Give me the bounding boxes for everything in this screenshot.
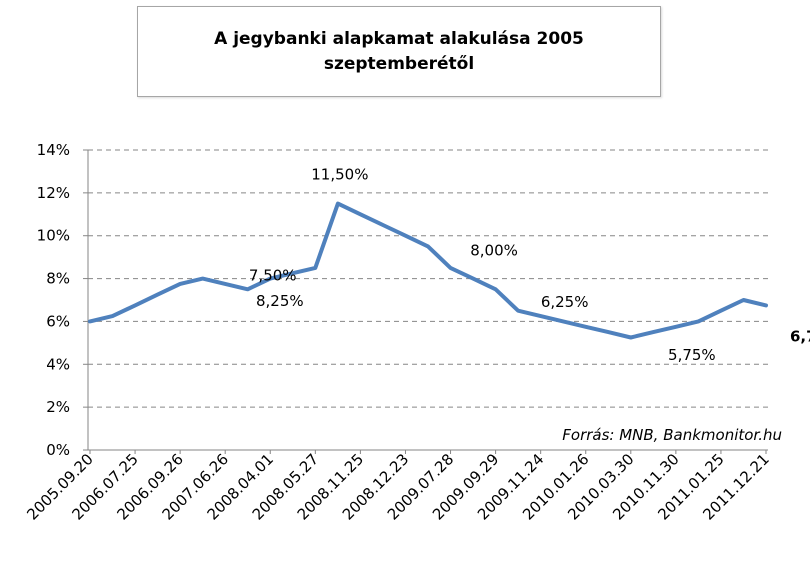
chart-title-box: A jegybanki alapkamat alakulása 2005 sze… (137, 6, 661, 97)
data-labels: 11,50% 7,50% 8,25% 8,00% 6,25% 5,75% 6,75% (249, 166, 810, 364)
y-tick-label: 14% (37, 141, 70, 159)
y-tick-label: 8% (46, 270, 70, 288)
grid-lines (88, 149, 768, 408)
y-tick-label: 6% (46, 312, 70, 330)
y-tick-label: 0% (46, 441, 70, 459)
series-line-path (88, 201, 768, 340)
source-note: Forrás: MNB, Bankmonitor.hu (562, 426, 782, 444)
y-tick-label: 2% (46, 398, 70, 416)
data-label: 8,25% (256, 292, 304, 310)
chart-title-line-1: A jegybanki alapkamat alakulása 2005 (214, 28, 584, 49)
data-label: 6,75% (790, 327, 810, 345)
y-tick-label: 12% (37, 184, 70, 202)
data-label: 7,50% (249, 266, 297, 284)
data-label: 8,00% (470, 242, 518, 260)
data-label: 11,50% (311, 166, 368, 184)
series-line (88, 201, 768, 340)
y-axis-tick-labels: 0% 2% 4% 6% 8% 10% 12% 14% (37, 141, 88, 459)
chart-title-line-2: szeptemberétől (323, 53, 475, 74)
y-tick-label: 4% (46, 355, 70, 373)
x-axis-tick-labels: 2005.09.202006.07.252006.09.262007.06.26… (23, 450, 773, 524)
axes (87, 150, 768, 451)
data-label: 5,75% (668, 346, 716, 364)
data-label: 6,25% (541, 293, 589, 311)
y-tick-label: 10% (37, 227, 70, 245)
